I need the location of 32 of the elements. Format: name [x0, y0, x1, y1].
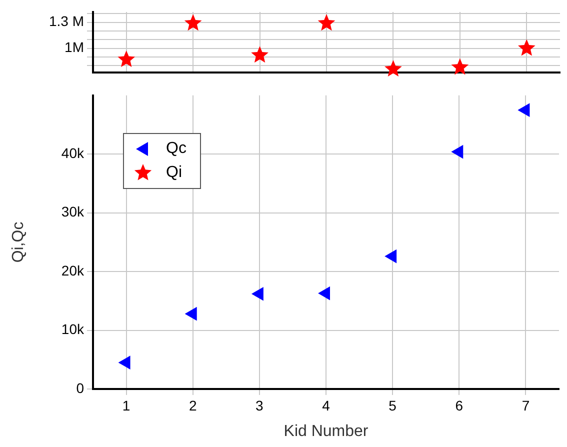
y-tick-label: 40k: [61, 144, 85, 161]
point: [451, 58, 469, 75]
y-tick-label: 1.3 M: [48, 13, 84, 30]
point: [252, 287, 264, 300]
legend-label: Qc: [166, 140, 186, 158]
x-tick-label: 1: [122, 397, 130, 414]
point: [518, 104, 530, 117]
x-tick-label: 3: [256, 397, 264, 414]
point: [318, 14, 336, 31]
point: [118, 356, 130, 370]
point: [518, 39, 536, 56]
y-axis-title: Qi,Qc: [10, 222, 28, 263]
y-tick-label: 0: [76, 380, 84, 396]
point: [251, 46, 268, 63]
point: [318, 286, 330, 300]
x-tick-label: 7: [522, 397, 530, 414]
x-tick-label: 5: [388, 397, 397, 414]
x-tick-label: 4: [322, 397, 330, 414]
point: [185, 307, 197, 320]
point: [384, 60, 402, 76]
point: [385, 250, 397, 263]
y-tick-label: 1M: [64, 39, 84, 56]
x-tick-label: 6: [455, 397, 464, 414]
y-tick-label: 10k: [61, 321, 85, 338]
point: [118, 50, 136, 67]
y-tick-label: 20k: [61, 262, 85, 278]
y-tick-label: 30k: [61, 204, 85, 220]
legend-label: Qi: [166, 164, 182, 182]
point: [452, 145, 464, 158]
point: [184, 14, 202, 31]
x-tick-label: 2: [188, 397, 197, 414]
x-axis-title: Kid Number: [284, 422, 369, 440]
